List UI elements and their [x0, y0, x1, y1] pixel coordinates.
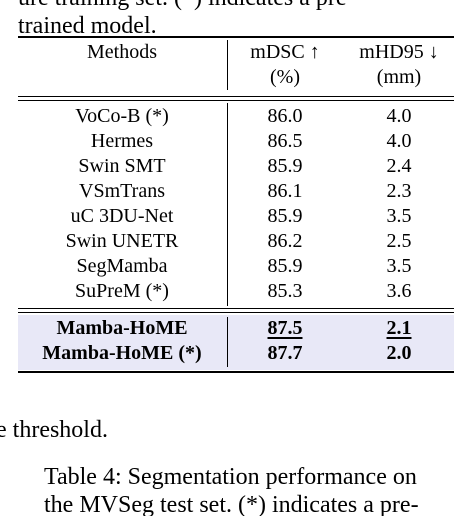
mdsc-header-line-1: mDSC ↑	[250, 41, 320, 63]
table-row: VoCo-B (*) 86.0 4.0	[18, 104, 454, 129]
table-caption: Table 4: Segmentation performance on the…	[44, 463, 458, 516]
method-name: VoCo-B (*)	[75, 105, 169, 127]
mhd95-header-line-2: (mm)	[376, 66, 422, 88]
highlight-row: Mamba-HoME 87.5 2.1	[18, 316, 454, 341]
preceding-caption-line-1: ure training set. (*) indicates a pre-	[18, 0, 458, 12]
method-name: Mamba-HoME (*)	[42, 342, 202, 364]
mhd95-value: 2.5	[386, 230, 412, 252]
mdsc-value: 85.9	[267, 255, 303, 277]
header-column-divider	[227, 40, 228, 90]
header-rule-1	[18, 96, 454, 97]
method-name: Hermes	[90, 130, 154, 152]
preceding-caption-text: ure training set. (*) indicates a pre- t…	[18, 0, 458, 40]
bottom-rule	[18, 371, 454, 373]
mhd95-value: 3.5	[386, 255, 412, 277]
highlight-column-divider	[227, 317, 228, 367]
table-header: Methods mDSC ↑ mHD95 ↓ (%) (mm)	[18, 40, 454, 96]
method-name: VSmTrans	[79, 180, 165, 202]
mdsc-best-value: 87.7	[267, 342, 303, 364]
table-row: SuPreM (*) 85.3 3.6	[18, 279, 454, 304]
mhd95-best-value: 2.0	[386, 342, 412, 364]
method-name: uC 3DU-Net	[70, 205, 174, 227]
mhd95-value: 3.5	[386, 205, 412, 227]
mhd95-second-best-value: 2.1	[386, 317, 412, 339]
table-row: VSmTrans 86.1 2.3	[18, 179, 454, 204]
method-name: SuPreM (*)	[75, 280, 169, 302]
mhd95-value: 3.6	[386, 280, 412, 302]
table-row: uC 3DU-Net 85.9 3.5	[18, 204, 454, 229]
paragraph-fragment: e threshold.	[0, 417, 108, 443]
mhd95-value: 2.3	[386, 180, 412, 202]
mdsc-value: 85.9	[267, 155, 303, 177]
mdsc-value: 86.1	[267, 180, 303, 202]
mdsc-header-line-2: (%)	[270, 66, 300, 88]
preceding-caption-line-2: trained model.	[18, 13, 157, 39]
mhd95-value: 4.0	[386, 130, 412, 152]
header-rule-2	[18, 100, 454, 101]
mdsc-value: 86.0	[267, 105, 303, 127]
table-row: SegMamba 85.9 3.5	[18, 254, 454, 279]
mdsc-value: 85.3	[267, 280, 303, 302]
method-name: SegMamba	[76, 255, 168, 277]
mhd95-header-line-1: mHD95 ↓	[359, 41, 439, 63]
top-rule	[18, 36, 454, 38]
table-row: Swin SMT 85.9 2.4	[18, 154, 454, 179]
method-name: Swin UNETR	[65, 230, 179, 252]
highlighted-result-rows	[18, 315, 454, 370]
mdsc-value: 86.5	[267, 130, 303, 152]
highlight-row: Mamba-HoME (*) 87.7 2.0	[18, 341, 454, 366]
method-name: Swin SMT	[78, 155, 166, 177]
caption-line-2: the MVSeg test set. (*) indicates a pre-	[44, 492, 419, 516]
body-column-divider	[227, 103, 228, 306]
table-row: Hermes 86.5 4.0	[18, 129, 454, 154]
mdsc-value: 86.2	[267, 230, 303, 252]
methods-header: Methods	[87, 41, 157, 63]
caption-line-1: Table 4: Segmentation performance on	[44, 464, 417, 490]
method-name: Mamba-HoME	[56, 317, 188, 339]
mhd95-value: 4.0	[386, 105, 412, 127]
mdsc-value: 85.9	[267, 205, 303, 227]
mhd95-value: 2.4	[386, 155, 412, 177]
results-rule-1	[18, 308, 454, 309]
results-rule-2	[18, 312, 454, 313]
table-row: Swin UNETR 86.2 2.5	[18, 229, 454, 254]
mdsc-second-best-value: 87.5	[267, 317, 303, 339]
